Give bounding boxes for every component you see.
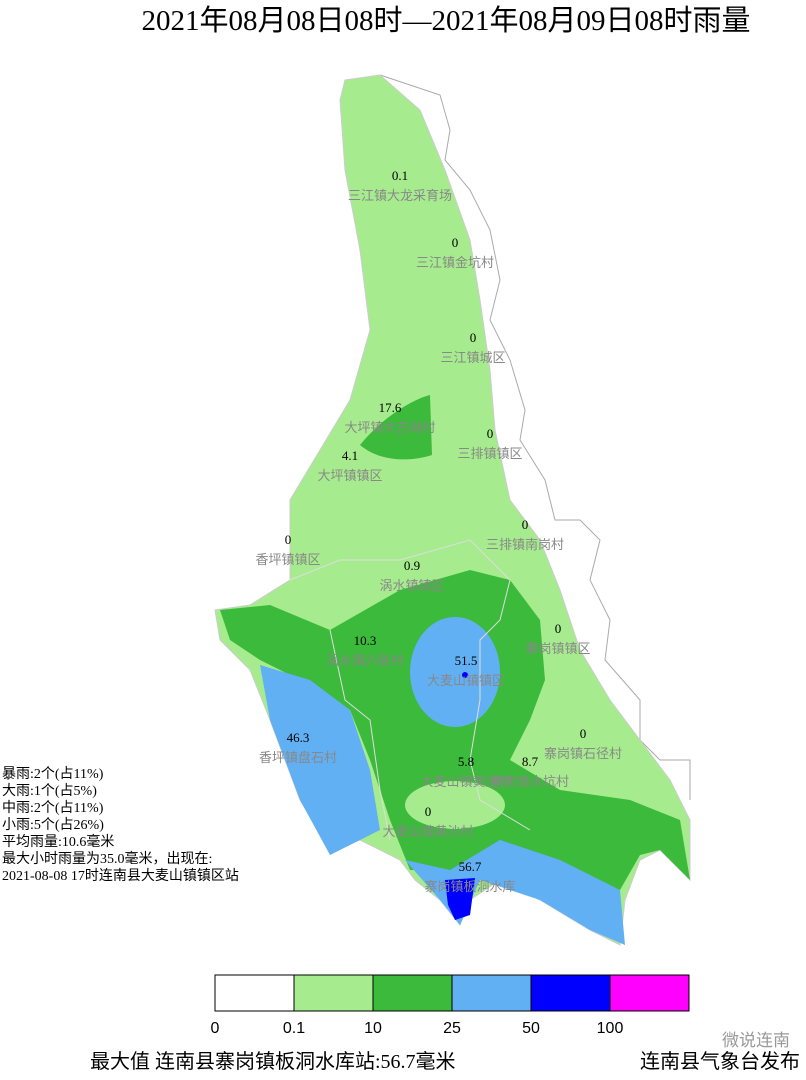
stat-line: 平均雨量:10.6毫米 xyxy=(2,833,114,850)
station-value: 56.7 xyxy=(459,859,482,874)
stat-line: 小雨:5个(占26%) xyxy=(2,817,104,833)
station-name: 大麦山镇黄沙村 xyxy=(382,825,473,840)
region-deep-blue xyxy=(445,878,475,920)
region-light xyxy=(405,781,505,829)
max-hour-station xyxy=(462,672,468,678)
region-dark xyxy=(360,395,432,460)
station-value: 51.5 xyxy=(455,653,478,668)
stat-line: 2021-08-08 17时连南县大麦山镇镇区站 xyxy=(2,868,239,884)
stat-line: 中雨:2个(占11%) xyxy=(2,800,104,816)
legend-swatch xyxy=(530,974,611,1012)
region-blue xyxy=(405,840,625,945)
station-value: 4.1 xyxy=(342,448,358,463)
station-name: 大麦山镇黄连村 xyxy=(420,774,511,790)
station-name: 大坪镇大古坳村 xyxy=(344,421,435,436)
station-value: 0 xyxy=(555,621,562,636)
station-value: 0 xyxy=(580,726,587,741)
legend-tick: 50 xyxy=(522,1020,540,1037)
station-name: 大麦山镇镇区 xyxy=(427,674,505,689)
neighbor-border xyxy=(379,74,691,800)
station-name: 大坪镇镇区 xyxy=(317,469,382,484)
station-name: 三排镇镇区 xyxy=(457,447,522,462)
stat-line: 大雨:1个(占5%) xyxy=(2,783,97,799)
region-blue xyxy=(410,617,500,727)
station-value: 0 xyxy=(487,426,494,441)
legend-swatch xyxy=(293,974,374,1012)
publisher: 连南县气象台发布 xyxy=(640,1050,800,1073)
legend-tick: 25 xyxy=(443,1020,461,1037)
legend-tick: 100 xyxy=(597,1020,624,1037)
station-value: 10.3 xyxy=(354,633,377,648)
max-value: 最大值 连南县寨岗镇板洞水库站:56.7毫米 xyxy=(90,1050,456,1073)
watermark: 微说连南 xyxy=(722,1031,790,1051)
town-border xyxy=(289,539,531,831)
station-name: 涡水镇镇区 xyxy=(379,579,444,594)
station-value: 0 xyxy=(522,517,529,532)
station-value: 0 xyxy=(452,235,459,250)
stations: 0.1 三江镇大龙采育场 0 三江镇金坑村 0 三江镇城区 17.6 大坪镇大古坳村 0 三排镇镇… xyxy=(255,168,622,895)
station-value: 46.3 xyxy=(287,730,310,745)
station-name: 涡水镇六联村 xyxy=(326,654,404,669)
station-name: 寨岗镇水坑村 xyxy=(491,774,569,790)
station-name: 香坪镇盘石村 xyxy=(259,750,337,766)
town-border xyxy=(329,629,391,841)
legend-tick: 0.1 xyxy=(283,1020,305,1037)
station-value: 0.1 xyxy=(392,168,408,183)
station-value: 8.7 xyxy=(522,754,539,769)
legend-swatch xyxy=(451,974,532,1012)
legend-swatch xyxy=(214,974,295,1012)
station-name: 三排镇南岗村 xyxy=(486,537,564,553)
legend-tick: 10 xyxy=(364,1020,382,1037)
legend-swatch xyxy=(609,974,690,1012)
station-value: 0.9 xyxy=(404,558,420,573)
map xyxy=(214,74,691,946)
legend-swatch xyxy=(372,974,453,1012)
legend: 0 0.1 10 25 50 100 xyxy=(211,974,690,1037)
region-dark xyxy=(220,570,690,890)
region-blue xyxy=(260,665,380,855)
station-value: 0 xyxy=(285,532,292,547)
station-name: 寨岗镇镇区 xyxy=(525,641,590,657)
stat-line: 最大小时雨量为35.0毫米，出现在: xyxy=(2,850,212,867)
station-name: 三江镇金坑村 xyxy=(416,255,494,271)
station-value: 5.8 xyxy=(458,754,474,769)
stat-line: 暴雨:2个(占11%) xyxy=(2,766,104,782)
title: 2021年08月08日08时—2021年08月09日08时雨量 xyxy=(141,4,750,37)
station-name: 寨岗镇板洞水库 xyxy=(424,879,515,895)
station-value: 0 xyxy=(425,804,432,819)
stats: 暴雨:2个(占11%)大雨:1个(占5%)中雨:2个(占11%)小雨:5个(占2… xyxy=(2,766,239,884)
station-name: 寨岗镇石径村 xyxy=(544,746,622,762)
station-value: 0 xyxy=(470,330,477,345)
station-name: 香坪镇镇区 xyxy=(255,553,320,568)
legend-tick: 0 xyxy=(211,1020,220,1037)
station-name: 三江镇城区 xyxy=(440,351,505,366)
station-name: 三江镇大龙采育场 xyxy=(348,188,452,204)
station-value: 17.6 xyxy=(379,400,402,415)
